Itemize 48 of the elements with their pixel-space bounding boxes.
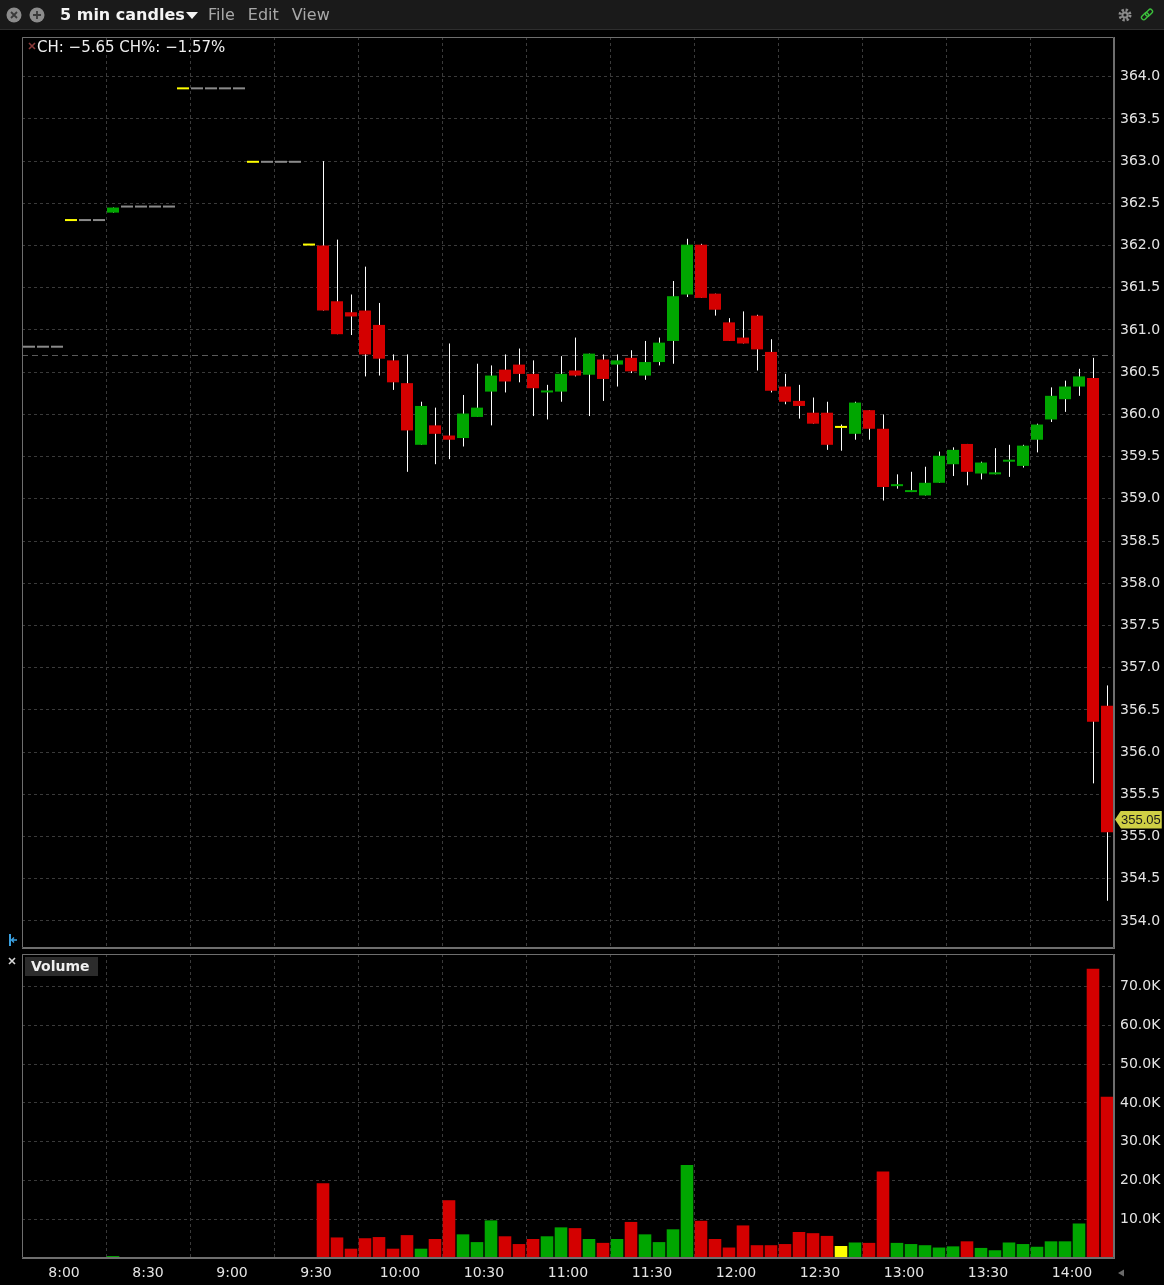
x-tick-label: 10:30 xyxy=(463,1264,505,1281)
text: View xyxy=(291,5,330,25)
x-tick-label: 8:00 xyxy=(48,1264,80,1281)
x-tick-label: 10:00 xyxy=(379,1264,421,1281)
y-tick-label: 70.0K xyxy=(1120,977,1162,994)
text: File xyxy=(208,5,235,25)
x-tick-label: 13:30 xyxy=(967,1264,1009,1281)
x-tick-label: 8:30 xyxy=(132,1264,164,1281)
y-tick-label: 355.0 xyxy=(1120,827,1161,844)
text: Edit xyxy=(247,5,279,25)
y-tick-label: 356.0 xyxy=(1120,742,1161,759)
y-tick-label: 358.0 xyxy=(1120,573,1161,590)
y-tick-label: 363.5 xyxy=(1120,109,1161,126)
y-tick-label: 359.5 xyxy=(1120,447,1161,464)
chart-title: 5 min candles xyxy=(60,5,185,25)
y-tick-label: 354.0 xyxy=(1120,911,1161,928)
y-tick-label: 60.0K xyxy=(1120,1015,1162,1032)
y-tick-label: 50.0K xyxy=(1120,1054,1162,1071)
y-tick-label: 361.0 xyxy=(1120,320,1161,337)
y-tick-label: 358.5 xyxy=(1120,531,1161,548)
y-tick-label: 10.0K xyxy=(1120,1209,1162,1226)
x-tick-label: 13:00 xyxy=(883,1264,925,1281)
x-tick-label: 11:00 xyxy=(547,1264,589,1281)
x-tick-label: 12:00 xyxy=(715,1264,757,1281)
y-tick-label: 355.5 xyxy=(1120,784,1161,801)
y-tick-label: 354.5 xyxy=(1120,869,1161,886)
y-tick-label: 361.5 xyxy=(1120,278,1161,295)
chart-title: Volume xyxy=(25,957,98,976)
x-tick-label: 14:00 xyxy=(1051,1264,1093,1281)
y-tick-label: 360.5 xyxy=(1120,362,1161,379)
y-tick-label: 364.0 xyxy=(1120,67,1161,84)
y-tick-label: 357.5 xyxy=(1120,616,1161,633)
y-tick-label: 40.0K xyxy=(1120,1093,1162,1110)
x-tick-label: 12:30 xyxy=(799,1264,841,1281)
y-tick-label: 20.0K xyxy=(1120,1171,1162,1188)
x-tick-label: 11:30 xyxy=(631,1264,673,1281)
y-tick-label: 360.0 xyxy=(1120,405,1161,422)
y-tick-label: 356.5 xyxy=(1120,700,1161,717)
text: 355.05 xyxy=(1115,810,1162,829)
annotation: CH: −5.65 CH%: −1.57% xyxy=(37,38,226,56)
y-tick-label: 30.0K xyxy=(1120,1132,1162,1149)
y-tick-label: 359.0 xyxy=(1120,489,1161,506)
y-tick-label: 363.0 xyxy=(1120,151,1161,168)
x-tick-label: 9:00 xyxy=(216,1264,248,1281)
y-tick-label: 357.0 xyxy=(1120,658,1161,675)
y-tick-label: 362.0 xyxy=(1120,236,1161,253)
x-tick-label: 9:30 xyxy=(300,1264,332,1281)
y-tick-label: 362.5 xyxy=(1120,193,1161,210)
